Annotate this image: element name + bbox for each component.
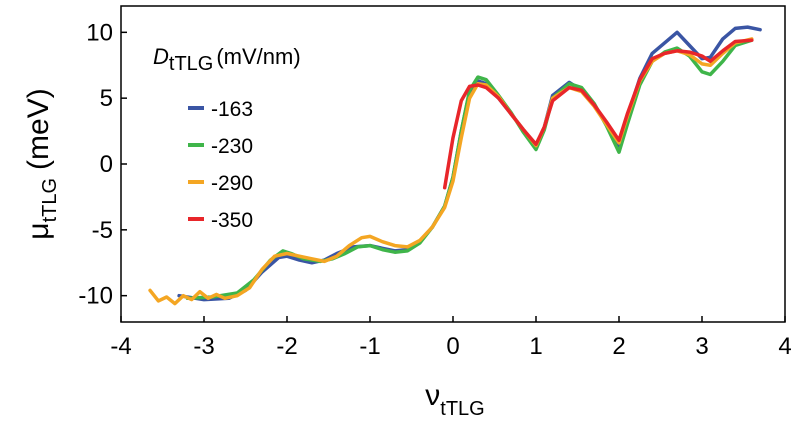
legend-label: -350 [211,209,253,232]
x-tick-label: 3 [695,333,708,360]
y-axis-ticks: -10 -5 0 5 10 [78,19,127,310]
y-tick-label: 0 [100,151,113,178]
x-tick-label: 1 [529,333,542,360]
x-axis-label-sub: tTLG [440,398,484,420]
x-tick-label: 2 [612,333,625,360]
x-tick-label: 0 [446,333,459,360]
x-tick-label: -1 [359,333,380,360]
y-axis-label-sub: tTLG [39,178,61,222]
y-tick-label: 5 [100,85,113,112]
series-line-neg350 [442,38,754,190]
x-axis-label: νtTLG [425,379,484,420]
y-tick-label: -5 [92,217,113,244]
x-axis-ticks: -4 -3 -2 -1 0 1 2 3 4 [110,316,791,360]
legend-title: DtTLG (mV/nm) [153,44,301,75]
x-tick-label: -3 [193,333,214,360]
x-tick-label: 4 [778,333,791,360]
y-axis-label-unit: (meV) [22,88,55,170]
legend-items: -163 -230 -290 -350 [188,98,253,232]
legend-label: -230 [211,135,253,158]
y-axis-label: μtTLG (meV) [22,88,61,239]
legend-title-sub: tTLG [169,53,213,75]
legend-title-unit: (mV/nm) [216,44,300,69]
x-axis-label-main: ν [425,379,440,412]
legend-label: -163 [211,98,253,121]
x-tick-label: -2 [276,333,297,360]
legend-label: -290 [211,172,253,195]
y-tick-label: 10 [86,19,113,46]
y-tick-label: -10 [78,283,113,310]
x-tick-label: -4 [110,333,131,360]
legend-title-main: D [153,44,169,69]
y-axis-label-main: μ [22,222,55,239]
series-layer [148,25,762,306]
legend: DtTLG (mV/nm) -163 -230 -290 -350 [153,44,301,232]
